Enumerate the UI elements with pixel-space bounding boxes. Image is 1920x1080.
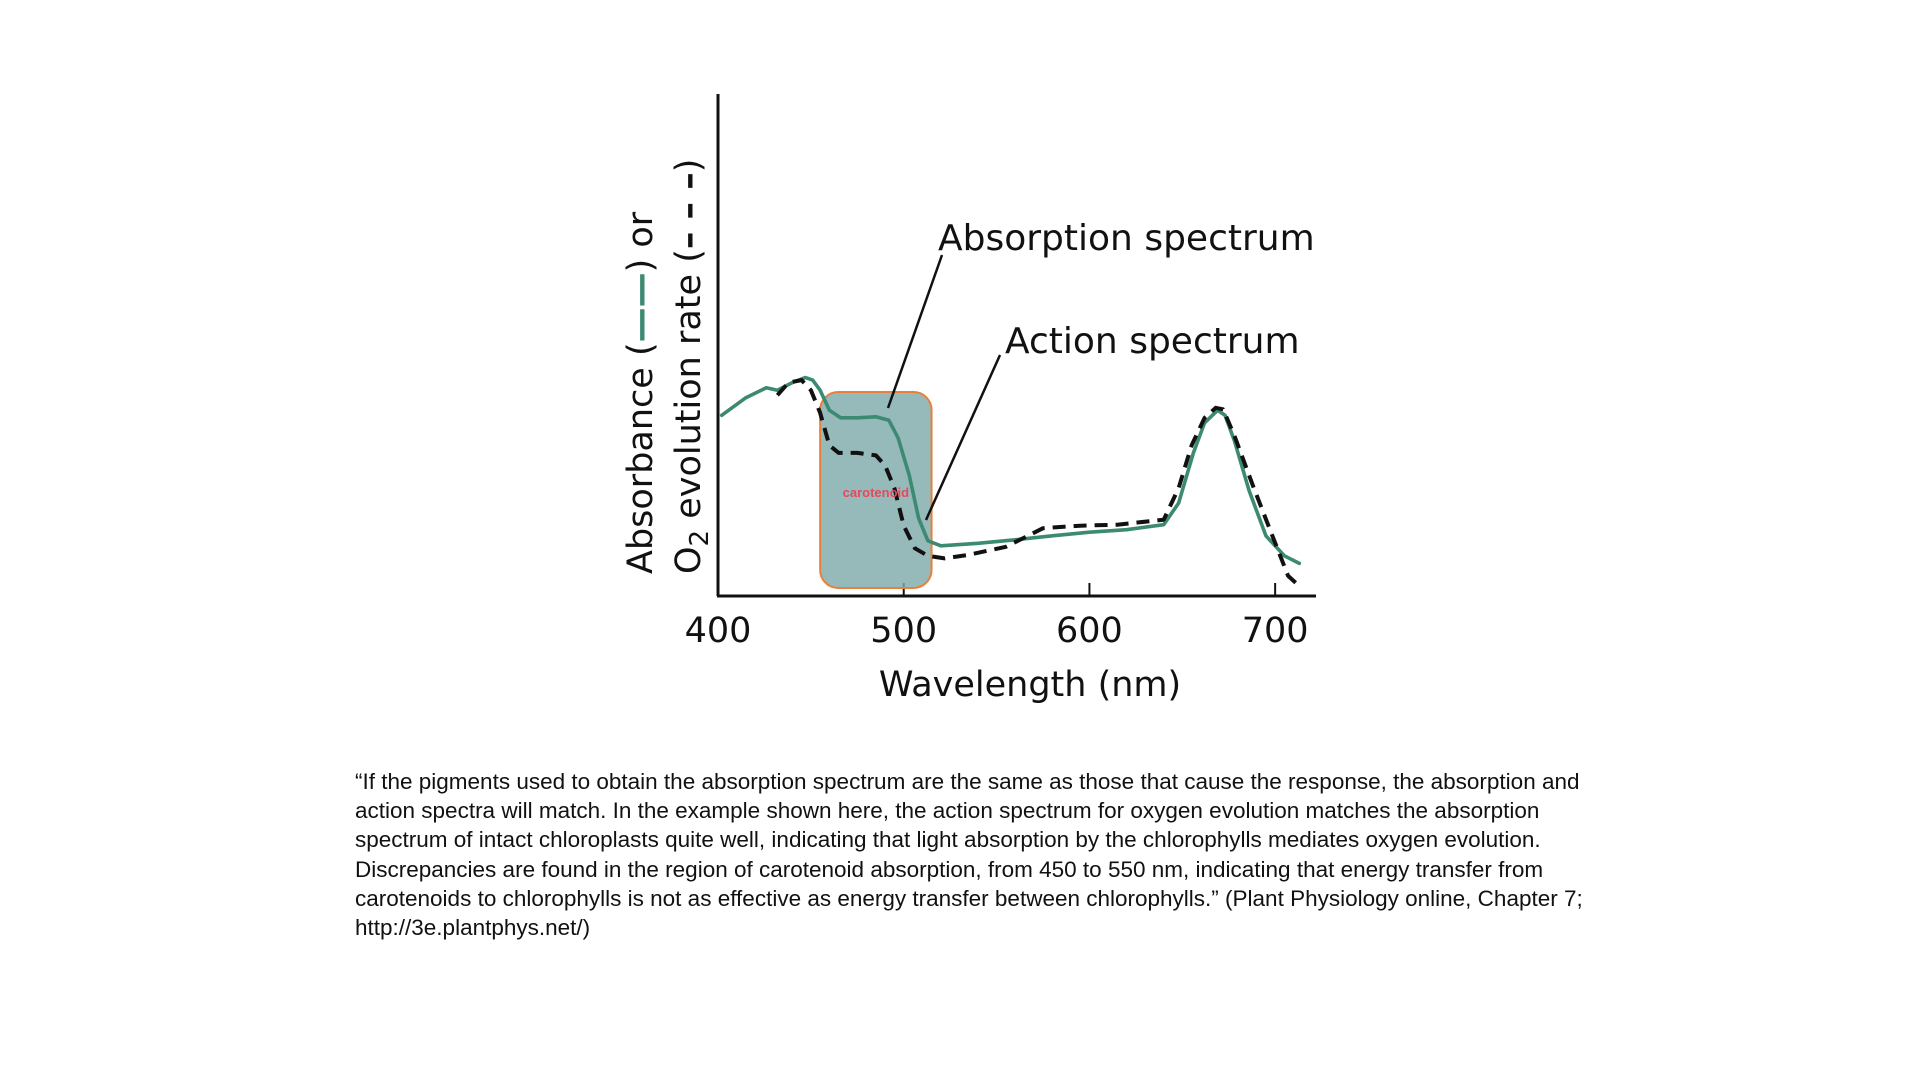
y-axis-title-o: O	[669, 546, 709, 574]
y-axis-title-line2: O2 evolution rate (– – –)	[669, 159, 715, 574]
action-callout-leader	[924, 354, 1002, 521]
y-axis-legend-swatch-dashed: – – –	[669, 172, 709, 249]
series-layer	[719, 375, 1302, 588]
absorption-callout-leader	[886, 254, 944, 409]
y-axis-title-line2-end: )	[669, 159, 709, 173]
absorption-callout-label: Absorption spectrum	[938, 218, 1315, 259]
figure-caption: “If the pigments used to obtain the abso…	[355, 769, 1583, 941]
y-axis-title-line2-mid: evolution rate (	[669, 249, 709, 530]
carotenoid-label: carotenoid	[843, 485, 910, 500]
y-axis-title-subscript: 2	[685, 530, 715, 547]
action-callout-label: Action spectrum	[1005, 321, 1300, 362]
carotenoid-region-box	[819, 391, 933, 589]
y-axis-title-line1-end: ) or	[621, 211, 661, 272]
x-tick-label: 500	[870, 611, 937, 651]
absorption-spectrum-line	[719, 375, 1302, 566]
carotenoid-highlight	[819, 391, 933, 589]
x-tick-label: 600	[1056, 611, 1123, 651]
y-axis-title-line1: Absorbance (——) or	[621, 211, 661, 574]
x-axis-title: Wavelength (nm)	[879, 665, 1181, 705]
x-tick-label: 700	[1242, 611, 1309, 651]
y-axis-title-line1-start: Absorbance (	[621, 342, 661, 574]
action-spectrum-line	[775, 378, 1301, 588]
x-tick-label: 400	[685, 611, 752, 651]
y-axis-title: Absorbance (——) or O2 evolution rate (– …	[621, 159, 715, 574]
carotenoid-label-layer: carotenoid	[843, 485, 910, 500]
callout-layer: Absorption spectrum Action spectrum	[886, 218, 1315, 521]
spectrum-chart: 400 500 600 700 Absorbance (——) or O2 evolu…	[621, 94, 1316, 705]
x-ticks: 400 500 600 700	[685, 583, 1309, 651]
y-axis-legend-swatch-solid: ——	[621, 272, 661, 342]
